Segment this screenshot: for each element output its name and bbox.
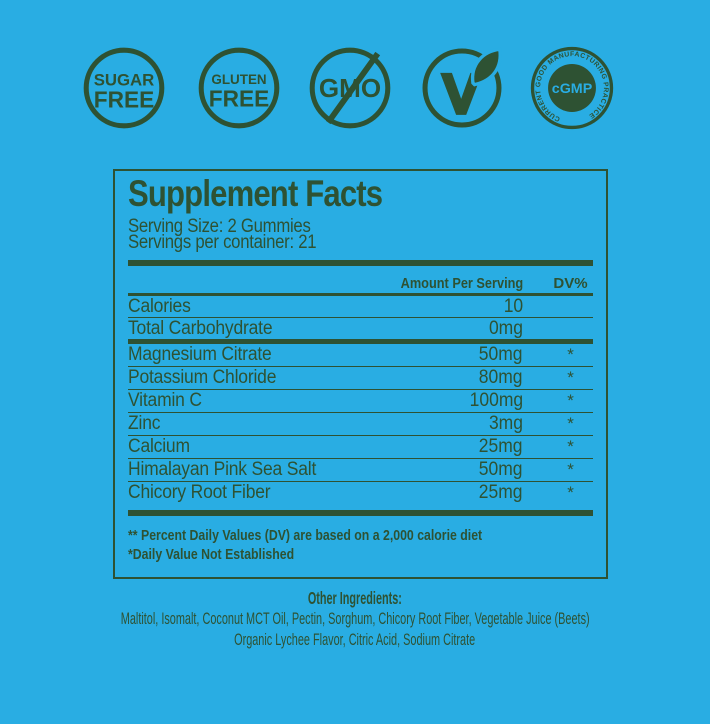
table-row: Magnesium Citrate 50mg * bbox=[128, 344, 593, 367]
other-ingredients-line: Maltitol, Isomalt, Coconut MCT Oil, Pect… bbox=[120, 610, 590, 628]
non-gmo-badge-icon: GMO bbox=[309, 47, 391, 129]
row-amount: 0mg bbox=[488, 317, 523, 339]
divider-thick bbox=[128, 510, 593, 516]
table-nutrient-rows: Magnesium Citrate 50mg * Potassium Chlor… bbox=[128, 344, 593, 504]
divider-thick bbox=[128, 338, 593, 344]
gluten-free-badge-icon: GLUTEN FREE bbox=[198, 47, 280, 129]
row-amount: 100mg bbox=[469, 390, 523, 411]
table-row: Total Carbohydrate 0mg bbox=[128, 318, 593, 339]
table-top-rows: Calories 10 Total Carbohydrate 0mg bbox=[128, 296, 593, 339]
row-dv: * bbox=[567, 437, 574, 456]
supplement-facts-panel: Supplement Facts Serving Size: 2 Gummies… bbox=[113, 169, 608, 579]
vegan-badge-icon bbox=[422, 47, 502, 128]
other-ingredients-section: Other Ingredients: Maltitol, Isomalt, Co… bbox=[0, 588, 710, 651]
other-ingredients-line: Organic Lychee Flavor, Citric Acid, Sodi… bbox=[234, 631, 476, 649]
sugar-free-badge-icon: SUGAR FREE bbox=[83, 47, 165, 129]
table-row: Calcium 25mg * bbox=[128, 436, 593, 459]
table-row: Vitamin C 100mg * bbox=[128, 390, 593, 413]
row-amount: 10 bbox=[503, 295, 523, 317]
table-row: Calories 10 bbox=[128, 296, 593, 318]
row-name: Chicory Root Fiber bbox=[128, 482, 271, 503]
row-name: Magnesium Citrate bbox=[128, 344, 272, 365]
servings-per-container: Servings per container: 21 bbox=[128, 232, 317, 253]
row-name: Vitamin C bbox=[128, 390, 202, 411]
row-dv: * bbox=[567, 483, 574, 502]
row-name: Calcium bbox=[128, 436, 190, 457]
row-name: Calories bbox=[128, 295, 191, 317]
gluten-free-line1: GLUTEN bbox=[211, 72, 266, 87]
sugar-free-line2: FREE bbox=[94, 86, 154, 112]
row-amount: 50mg bbox=[479, 344, 523, 365]
row-amount: 50mg bbox=[479, 459, 523, 480]
row-amount: 80mg bbox=[479, 367, 523, 388]
row-dv: * bbox=[567, 345, 574, 364]
row-dv: * bbox=[567, 391, 574, 410]
cgmp-center-label: cGMP bbox=[552, 81, 593, 97]
row-name: Zinc bbox=[128, 413, 161, 434]
sugar-free-line1: SUGAR bbox=[94, 70, 155, 89]
table-header: Amount Per Serving DV% bbox=[128, 266, 593, 296]
column-header-amount: Amount Per Serving bbox=[400, 274, 523, 292]
row-name: Himalayan Pink Sea Salt bbox=[128, 459, 317, 480]
serving-size: Serving Size: 2 Gummies bbox=[128, 216, 311, 237]
row-name: Total Carbohydrate bbox=[128, 317, 273, 339]
row-amount: 25mg bbox=[479, 482, 523, 503]
table-row: Himalayan Pink Sea Salt 50mg * bbox=[128, 459, 593, 482]
footnotes: ** Percent Daily Values (DV) are based o… bbox=[128, 526, 593, 564]
row-amount: 25mg bbox=[479, 436, 523, 457]
row-dv: * bbox=[567, 368, 574, 387]
column-header-dv: DV% bbox=[553, 274, 588, 292]
cgmp-badge-icon: CURRENT GOOD MANUFACTURING PRACTICE cGMP bbox=[530, 46, 614, 130]
table-row: Potassium Chloride 80mg * bbox=[128, 367, 593, 390]
table-row: Chicory Root Fiber 25mg * bbox=[128, 482, 593, 504]
row-dv: * bbox=[567, 460, 574, 479]
other-ingredients-title: Other Ingredients: bbox=[307, 588, 403, 608]
other-ingredients-lines: Maltitol, Isomalt, Coconut MCT Oil, Pect… bbox=[0, 609, 710, 651]
row-amount: 3mg bbox=[488, 413, 523, 434]
panel-title: Supplement Facts bbox=[128, 173, 383, 214]
footnote-line: ** Percent Daily Values (DV) are based o… bbox=[128, 526, 483, 544]
row-name: Potassium Chloride bbox=[128, 367, 277, 388]
gluten-free-line2: FREE bbox=[209, 85, 269, 111]
table-row: Zinc 3mg * bbox=[128, 413, 593, 436]
leaf-icon bbox=[470, 47, 502, 87]
divider-thick bbox=[128, 260, 593, 266]
row-dv: * bbox=[567, 414, 574, 433]
footnote-line: *Daily Value Not Established bbox=[128, 545, 295, 563]
